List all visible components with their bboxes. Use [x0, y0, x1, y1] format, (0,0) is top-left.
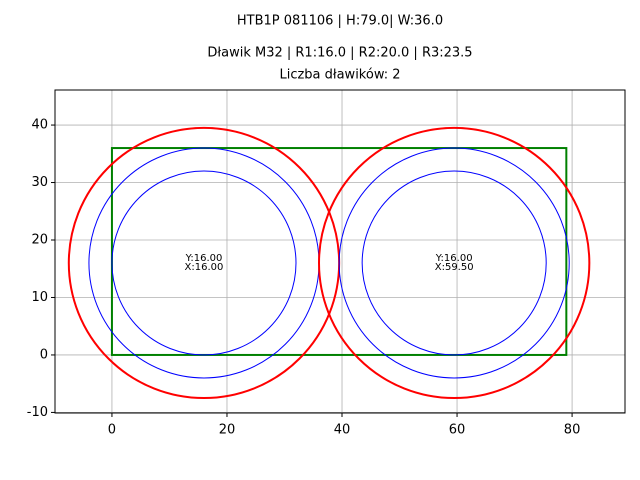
- y-tick-label: 30: [31, 175, 48, 190]
- chart-subtitle: Liczba dławików: 2: [279, 68, 400, 83]
- circle: [111, 170, 297, 356]
- rectangle: [110, 147, 568, 356]
- plot-area: Y:16.00X:16.00Y:16.00X:59.50: [55, 90, 625, 413]
- circle: [318, 126, 591, 400]
- axes-frame: [54, 89, 626, 414]
- x-tick-label: 0: [108, 423, 116, 438]
- x-tick-label: 60: [449, 423, 466, 438]
- center-label: Y:16.00: [185, 253, 223, 264]
- circle: [338, 147, 570, 379]
- center-label: X:16.00: [185, 262, 224, 273]
- center-label: Y:16.00: [435, 253, 473, 264]
- circle: [361, 170, 547, 356]
- y-tick-label: 40: [31, 118, 48, 133]
- chart-title: HTB1P 081106 | H:79.0| W:36.0: [237, 14, 443, 29]
- x-tick-label: 40: [334, 423, 351, 438]
- y-tick-label: 20: [31, 233, 48, 248]
- chart-subtitle: Dławik M32 | R1:16.0 | R2:20.0 | R3:23.5: [207, 46, 472, 61]
- y-tick-label: 10: [31, 290, 48, 305]
- y-tick-label: -10: [27, 405, 48, 420]
- x-tick-label: 80: [564, 423, 581, 438]
- x-tick-label: 20: [219, 423, 236, 438]
- ticks: 0 20 40 60 80 -10 0 10 20 30 40: [27, 118, 581, 438]
- center-label: X:59.50: [435, 262, 474, 273]
- y-tick-label: 0: [40, 347, 48, 362]
